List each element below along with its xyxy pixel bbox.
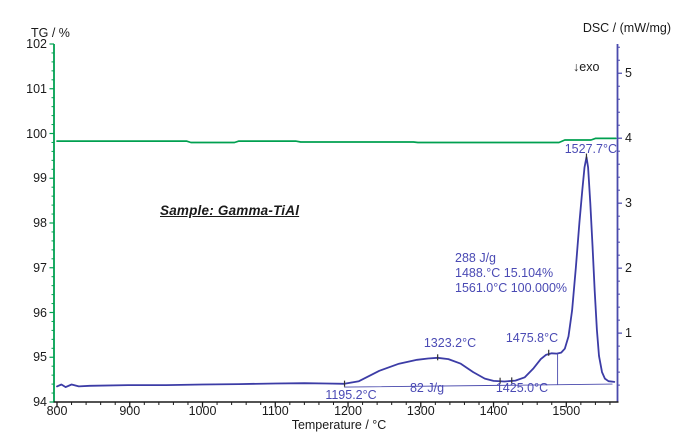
- annotation-temp-1195: 1195.2°C: [325, 388, 377, 402]
- tg-tick-label: 100: [26, 126, 47, 141]
- x-tick-label: 1300: [406, 404, 435, 418]
- dsc-tick-label: 4: [625, 131, 632, 146]
- series-dsc: [56, 156, 616, 388]
- x-tick-label: 1500: [552, 404, 581, 418]
- annotation-peak-1475: 1475.8°C: [505, 331, 559, 345]
- annotation-temp-1425: 1425.0°C: [495, 381, 549, 395]
- dsc-axis-title: DSC / (mW/mg): [582, 21, 671, 35]
- series-dsc-integration-baseline: [344, 383, 613, 388]
- dsc-tick-label: 3: [625, 196, 632, 211]
- dsc-tick-label: 5: [625, 66, 632, 81]
- annotation-partial-1488: 1488.°C 15.104%: [455, 266, 554, 280]
- tg-tick-label: 97: [33, 260, 47, 275]
- x-tick-label: 1100: [261, 404, 289, 418]
- tg-axis-title: TG / %: [31, 26, 70, 40]
- x-axis-title: Temperature / °C: [291, 418, 387, 432]
- series-tg: [56, 137, 617, 144]
- x-tick-label: 1200: [334, 404, 362, 418]
- tg-tick-label: 102: [26, 37, 47, 51]
- sample-label: Sample: Gamma-TiAl: [160, 203, 300, 218]
- tg-tick-label: 101: [26, 81, 47, 96]
- tg-tick-label: 99: [33, 171, 47, 186]
- tg-tick-label: 96: [33, 305, 47, 320]
- tg-tick-label: 98: [33, 216, 47, 230]
- x-tick-label: 1000: [188, 404, 217, 418]
- annotation-area-82: 82 J/g: [409, 381, 445, 395]
- annotation-exo: ↓exo: [573, 60, 600, 74]
- x-tick-label: 900: [119, 404, 141, 418]
- tg-tick-label: 95: [33, 350, 47, 365]
- annotation-peak-main: 1527.7°C: [564, 142, 617, 156]
- annotation-area-288: 288 J/g: [455, 251, 497, 265]
- dsc-tick-label: 2: [625, 261, 632, 276]
- annotation-peak-1323: 1323.2°C: [423, 336, 477, 350]
- x-tick-label: 1400: [479, 404, 508, 418]
- tg-tick-label: 94: [33, 395, 47, 409]
- annotation-total-1561: 1561.0°C 100.000%: [455, 281, 568, 295]
- x-tick-label: 800: [46, 404, 68, 418]
- dsc-tick-label: 1: [625, 326, 632, 341]
